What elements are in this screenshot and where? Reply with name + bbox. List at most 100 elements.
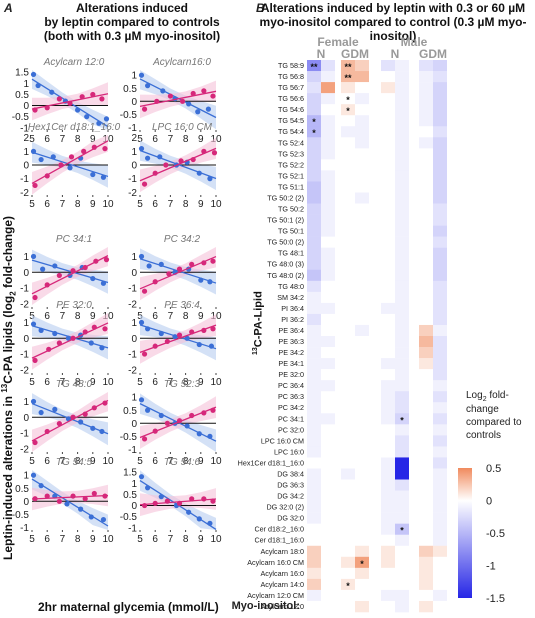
heatmap-cell	[341, 589, 355, 602]
leptin-point	[210, 326, 216, 332]
heatmap-cell	[433, 148, 447, 160]
heatmap-cell	[433, 269, 447, 282]
heatmap-cell	[433, 247, 447, 260]
heatmap-cell	[419, 501, 433, 513]
heatmap-cell	[419, 380, 433, 392]
heatmap-cell	[381, 247, 395, 260]
heatmap-cell	[395, 192, 409, 204]
heatmap-cell	[395, 424, 409, 436]
heatmap-cell	[307, 159, 321, 171]
heatmap-cell	[321, 115, 335, 127]
control-point	[198, 277, 204, 283]
significance-marker: *	[346, 106, 350, 116]
heatmap-cell	[307, 291, 321, 304]
heatmap-cell	[381, 104, 395, 116]
heatmap-cell	[341, 324, 355, 337]
heatmap-cell	[341, 391, 355, 403]
heatmap-cell	[419, 402, 433, 414]
heatmap-cell	[419, 258, 433, 271]
row-label: TG 56:6	[278, 94, 304, 103]
row-label: TG 52:4	[278, 138, 304, 147]
row-label: PC 36:4	[278, 381, 304, 390]
leptin-point	[91, 144, 97, 150]
row-label: TG 54:4	[278, 127, 304, 136]
heatmap-cell	[433, 104, 447, 116]
heatmap-cell	[419, 512, 433, 524]
heatmap-cell	[381, 347, 395, 359]
heatmap-cell	[341, 192, 355, 204]
heatmap-cell	[395, 336, 409, 348]
y-tick-label: -2	[128, 188, 137, 199]
control-point	[30, 321, 37, 327]
heatmap-cell	[433, 391, 447, 403]
facet-pe-32-0: PE 32:010-1-25 6 7 8 9 10	[20, 300, 114, 388]
leptin-point	[82, 496, 88, 502]
heatmap-cell	[381, 501, 395, 513]
heatmap-cell	[321, 446, 335, 458]
control-point	[84, 114, 90, 120]
row-label: DG 32:0	[277, 514, 304, 523]
heatmap-cell	[419, 192, 433, 204]
heatmap-cell	[381, 236, 395, 248]
y-tick-label: 1.5	[15, 68, 29, 79]
heatmap-cell	[419, 214, 433, 226]
legend-tick-label: -0.5	[486, 528, 505, 540]
x-tick-label: 8	[183, 134, 189, 145]
leptin-point	[102, 493, 108, 499]
row-label: PC 34:1	[278, 414, 304, 423]
heatmap-cell	[381, 556, 395, 569]
control-point	[186, 101, 192, 107]
row-label: TG 48:0 (3)	[267, 260, 304, 269]
heatmap-cell	[395, 269, 409, 282]
heatmap-cell	[433, 181, 447, 193]
leptin-point	[32, 357, 38, 363]
y-tick-label: 1	[131, 318, 137, 329]
heatmap-cell	[355, 534, 369, 547]
heatmap-cell	[355, 302, 369, 315]
control-point	[145, 485, 151, 491]
heatmap-cell	[419, 324, 433, 337]
heatmap-cell	[419, 269, 433, 282]
y-tick-label: -1	[128, 523, 137, 534]
y-tick-label: 1	[23, 397, 29, 408]
heatmap-cell	[341, 501, 355, 513]
y-tick-label: -0.5	[120, 512, 138, 523]
heatmap-cell	[355, 247, 369, 260]
leptin-point	[70, 414, 76, 420]
y-tick-label: 1	[23, 318, 29, 329]
heatmap-cell	[381, 369, 395, 381]
heatmap-cell	[433, 446, 447, 458]
heatmap-cell	[355, 358, 369, 370]
heatmap-cell	[395, 600, 409, 613]
row-label: LPC 16:0	[274, 447, 304, 456]
significance-marker: **	[310, 62, 318, 72]
x-tick-label: 9	[198, 377, 204, 388]
heatmap-cell	[381, 82, 395, 94]
facet-title: Hex1Cer d18:1_16:0	[28, 122, 121, 133]
heatmap-cell	[307, 556, 321, 569]
leptin-point	[210, 258, 216, 264]
heatmap-cell	[381, 291, 395, 304]
row-label: Hex1Cer d18:1_16:0	[238, 458, 304, 467]
heatmap-cell	[307, 93, 321, 105]
heatmap-cell	[321, 380, 335, 392]
heatmap-cell	[321, 280, 335, 293]
heatmap-cell	[307, 192, 321, 204]
y-tick-label: -1	[20, 284, 29, 295]
heatmap-cell	[341, 567, 355, 580]
x-tick-label: 6	[44, 134, 50, 145]
y-tick-label: 0	[131, 419, 137, 430]
y-tick-label: 0	[131, 97, 137, 108]
heatmap-cell	[419, 71, 433, 83]
heatmap-cell	[321, 512, 335, 524]
row-label: PE 32:0	[278, 370, 304, 379]
heatmap-cell	[321, 413, 335, 425]
heatmap-cell	[355, 236, 369, 248]
leptin-point	[189, 496, 195, 502]
leptin-point	[32, 439, 38, 446]
myo-inositol-label: Myo-inositol:	[232, 600, 300, 612]
y-tick-label: 0	[23, 413, 29, 424]
heatmap-cell	[307, 148, 321, 160]
heatmap-cell	[341, 468, 355, 480]
x-tick-label: 10	[102, 456, 114, 467]
